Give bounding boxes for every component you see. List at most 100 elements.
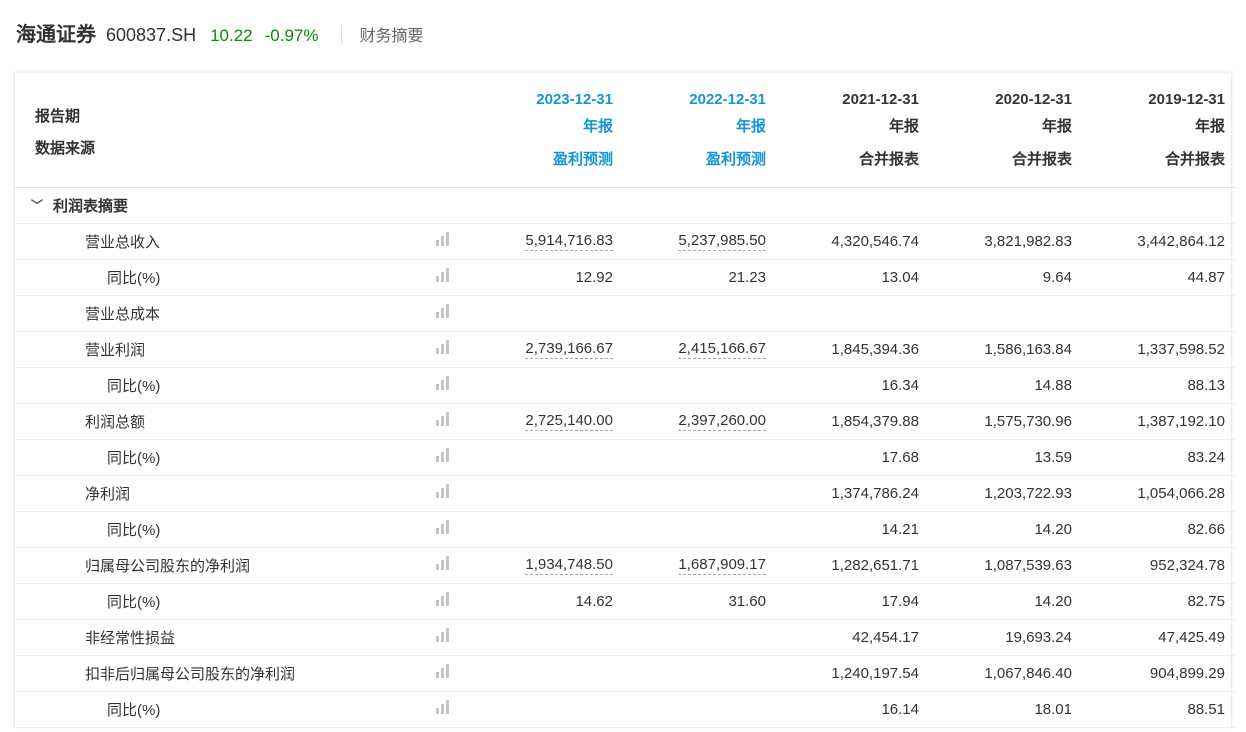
row-label-cell: 非经常性损益 [15,619,470,655]
table-row: 同比(%) 17.6813.5983.24 [15,439,1235,475]
table-row: 营业总收入5,914,716.835,237,985.504,320,546.7… [15,223,1235,259]
bar-chart-icon[interactable] [436,484,452,502]
data-cell [929,295,1082,331]
col-source: 盈利预测 [623,145,766,181]
bar-chart-icon[interactable] [436,628,452,646]
row-label-cell: 同比(%) [15,691,470,727]
bar-chart-icon[interactable] [436,340,452,358]
bar-chart-icon[interactable] [436,520,452,538]
row-label-cell: 营业总成本 [15,295,470,331]
bar-chart-icon[interactable] [436,412,452,430]
col-head-2[interactable]: 2021-12-31年报合并报表 [776,73,929,187]
bar-chart-icon[interactable] [436,448,452,466]
data-cell: 47,425.49 [1082,619,1235,655]
data-cell: 17.94 [776,583,929,619]
row-label: 同比(%) [15,699,160,720]
col-head-3[interactable]: 2020-12-31年报合并报表 [929,73,1082,187]
data-cell [776,295,929,331]
page-tab[interactable]: 财务摘要 [360,22,424,46]
col-date: 2020-12-31 [929,79,1072,110]
data-cell: 14.21 [776,511,929,547]
forecast-value: 5,237,985.50 [678,232,766,251]
stock-name[interactable]: 海通证券 [16,18,96,47]
bar-chart-icon[interactable] [436,376,452,394]
data-cell: 1,282,651.71 [776,547,929,583]
row-label-cell: 扣非后归属母公司股东的净利润 [15,655,470,691]
data-cell: 952,324.78 [1082,547,1235,583]
bar-chart-icon[interactable] [436,268,452,286]
data-cell: 1,203,722.93 [929,475,1082,511]
col-type: 年报 [1082,110,1225,145]
bar-chart-icon[interactable] [436,664,452,682]
forecast-value: 2,397,260.00 [678,412,766,431]
data-cell: 44.87 [1082,259,1235,295]
chevron-down-icon[interactable]: ﹀ [31,197,43,214]
forecast-value: 2,739,166.67 [525,340,613,359]
data-cell [470,295,623,331]
col-date: 2021-12-31 [776,79,919,110]
col-head-0[interactable]: 2023-12-31年报盈利预测 [470,73,623,187]
stock-price: 10.22 [210,26,253,46]
data-cell: 18.01 [929,691,1082,727]
data-cell: 1,240,197.54 [776,655,929,691]
col-source: 合并报表 [776,145,919,181]
data-cell [623,439,776,475]
data-cell: 19,693.24 [929,619,1082,655]
row-label-cell: 同比(%) [15,583,470,619]
finance-table-wrap: 报告期 数据来源 2023-12-31年报盈利预测2022-12-31年报盈利预… [14,73,1232,728]
row-label: 同比(%) [15,591,160,612]
row-label-cell: 归属母公司股东的净利润 [15,547,470,583]
stock-code[interactable]: 600837.SH [106,25,196,46]
data-cell [623,511,776,547]
data-cell: 5,237,985.50 [623,223,776,259]
section-row[interactable]: ﹀ 利润表摘要 [15,187,1235,223]
head-report-period: 报告期 [35,108,80,125]
data-cell [623,655,776,691]
row-label: 同比(%) [15,375,160,396]
data-cell: 1,934,748.50 [470,547,623,583]
col-head-1[interactable]: 2022-12-31年报盈利预测 [623,73,776,187]
row-label: 归属母公司股东的净利润 [15,555,250,576]
data-cell: 1,067,846.40 [929,655,1082,691]
data-cell: 12.92 [470,259,623,295]
table-row: 营业利润2,739,166.672,415,166.671,845,394.36… [15,331,1235,367]
data-cell: 1,845,394.36 [776,331,929,367]
data-cell: 16.14 [776,691,929,727]
data-cell [470,439,623,475]
head-left: 报告期 数据来源 [15,73,470,187]
data-cell: 14.20 [929,511,1082,547]
data-cell: 4,320,546.74 [776,223,929,259]
row-label: 同比(%) [15,447,160,468]
bar-chart-icon[interactable] [436,556,452,574]
table-row: 利润总额2,725,140.002,397,260.001,854,379.88… [15,403,1235,439]
row-label-cell: 同比(%) [15,439,470,475]
bar-chart-icon[interactable] [436,304,452,322]
data-cell: 14.88 [929,367,1082,403]
data-cell: 82.75 [1082,583,1235,619]
table-row: 同比(%)14.6231.6017.9414.2082.75 [15,583,1235,619]
data-cell [623,619,776,655]
data-cell [470,511,623,547]
col-source: 合并报表 [1082,145,1225,181]
data-cell: 13.59 [929,439,1082,475]
section-cell[interactable]: ﹀ 利润表摘要 [15,187,1235,223]
data-cell: 83.24 [1082,439,1235,475]
row-label: 利润总额 [15,411,145,432]
col-head-4[interactable]: 2019-12-31年报合并报表 [1082,73,1235,187]
row-label-cell: 同比(%) [15,511,470,547]
divider [341,26,342,44]
data-cell: 13.04 [776,259,929,295]
row-label-cell: 利润总额 [15,403,470,439]
bar-chart-icon[interactable] [436,700,452,718]
data-cell: 31.60 [623,583,776,619]
row-label: 营业总成本 [15,303,160,324]
data-cell: 17.68 [776,439,929,475]
row-label: 净利润 [15,483,130,504]
col-date: 2023-12-31 [470,79,613,110]
table-body: ﹀ 利润表摘要 营业总收入5,914,716.835,237,985.504,3… [15,187,1235,727]
row-label: 扣非后归属母公司股东的净利润 [15,663,295,684]
bar-chart-icon[interactable] [436,232,452,250]
table-row: 同比(%)16.1418.0188.51 [15,691,1235,727]
col-source: 盈利预测 [470,145,613,181]
bar-chart-icon[interactable] [436,592,452,610]
